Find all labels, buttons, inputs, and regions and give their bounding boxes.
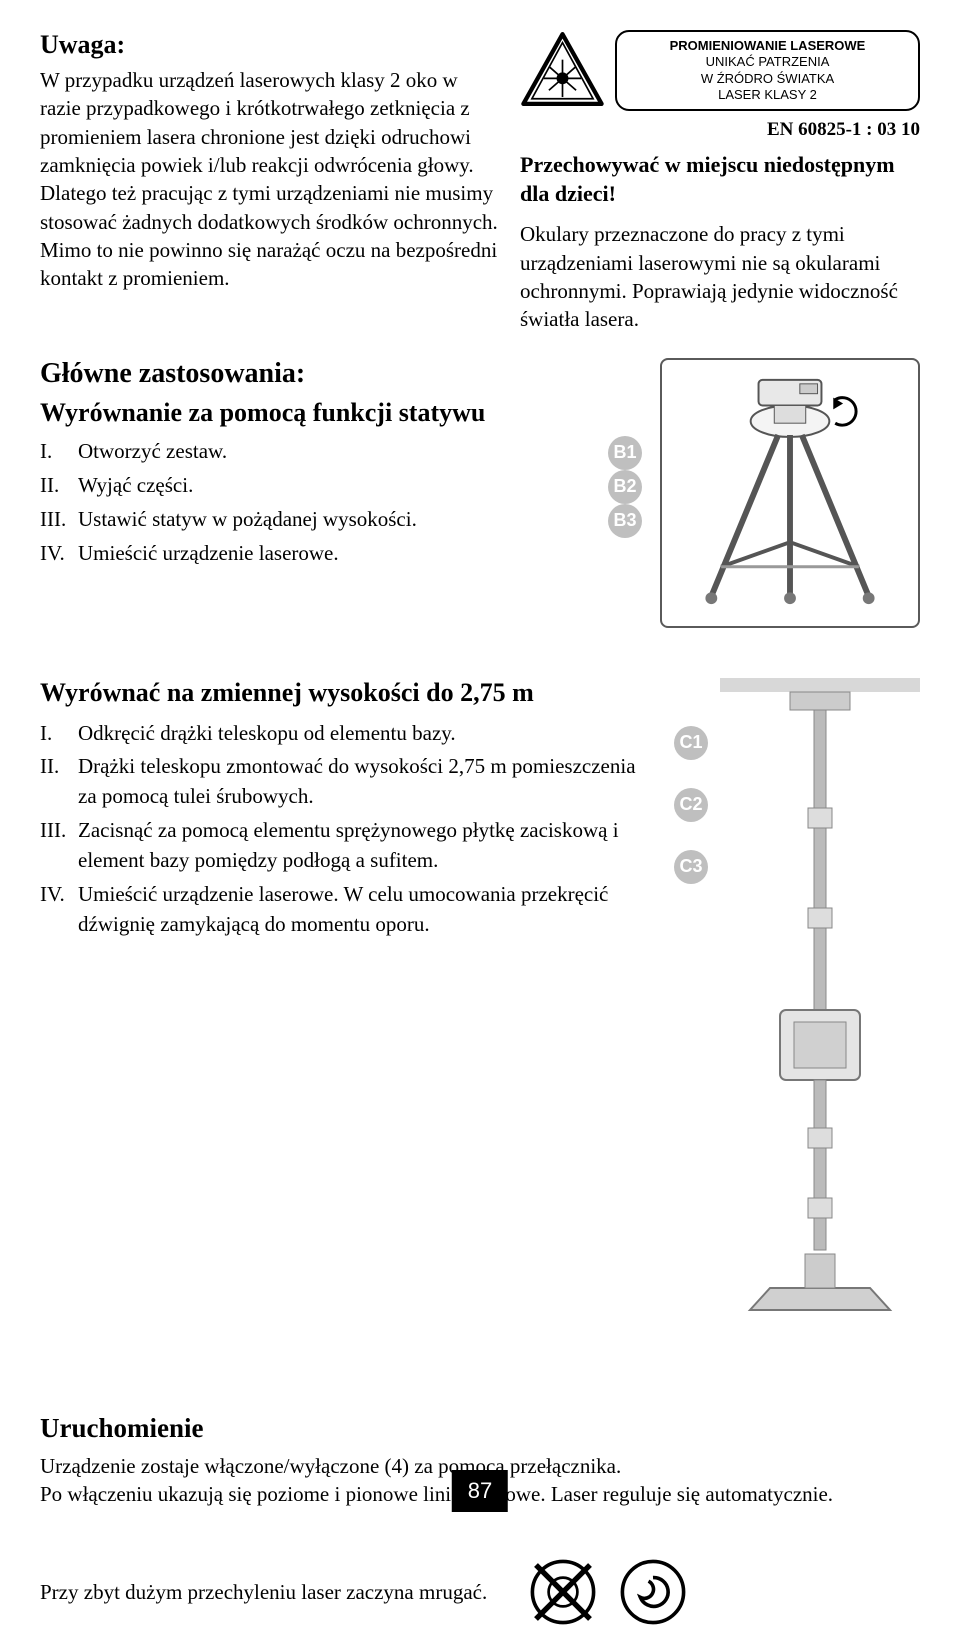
step-badge: C1 [674,726,708,760]
page-number: 87 [452,1470,508,1512]
laser-label-box: PROMIENIOWANIE LASEROWE UNIKAĆ PATRZENIA… [615,30,920,111]
step-badge: B1 [608,436,642,470]
roman-numeral: I. [40,718,78,748]
roman-numeral: II. [40,751,78,812]
var-list-row: II.Drążki teleskopu zmontować do wysokoś… [40,751,654,812]
roman-numeral: IV. [40,538,78,570]
label-line-2: UNIKAĆ PATRZENIA [627,54,908,70]
list-text: Odkręcić drążki teleskopu od elementu ba… [78,718,654,748]
roman-numeral: IV. [40,879,78,940]
startup-title: Uruchomienie [40,1413,920,1444]
label-line-1: PROMIENIOWANIE LASEROWE [627,38,908,54]
list-text: Umieścić urządzenie laserowe. W celu umo… [78,879,654,940]
crossed-circle-icon [527,1556,599,1628]
label-line-3: W ŹRÓDRO ŚWIATKA [627,71,908,87]
step-badge: B3 [608,504,642,538]
apps-list-row: IV.Umieścić urządzenie laserowe. [40,538,640,570]
roman-numeral: I. [40,436,78,468]
tripod-subtitle: Wyrównanie za pomocą funkcji statywu [40,398,640,428]
variable-height-title: Wyrównać na zmiennej wysokości do 2,75 m [40,678,654,708]
var-list-row: III.Zacisnąć za pomocą elementu sprężyno… [40,815,654,876]
spiral-circle-icon [617,1556,689,1628]
uwaga-paragraph: W przypadku urządzeń laserowych klasy 2 … [40,66,500,293]
var-list-row: IV.Umieścić urządzenie laserowe. W celu … [40,879,654,940]
roman-numeral: III. [40,504,78,536]
tilt-warning: Przy zbyt dużym przechyleniu laser zaczy… [40,1578,487,1607]
roman-numeral: II. [40,470,78,502]
list-text: Umieścić urządzenie laserowe. [78,538,600,570]
telescope-pole-figure [720,678,920,1323]
uwaga-title: Uwaga: [40,30,500,60]
roman-numeral: III. [40,815,78,876]
step-badge: B2 [608,470,642,504]
apps-list-row: I.Otworzyć zestaw.B1 [40,436,640,470]
apps-list-row: III.Ustawić statyw w pożądanej wysokości… [40,504,640,538]
tripod-figure [660,358,920,628]
en-standard-code: EN 60825-1 : 03 10 [520,119,920,141]
glasses-note: Okulary przeznaczone do pracy z tymi urz… [520,220,920,333]
list-text: Otworzyć zestaw. [78,436,600,468]
list-text: Wyjąć części. [78,470,600,502]
list-text: Drążki teleskopu zmontować do wysokości … [78,751,654,812]
list-text: Ustawić statyw w pożądanej wysokości. [78,504,600,536]
label-line-4: LASER KLASY 2 [627,87,908,103]
storage-warning: Przechowywać w miejscu niedostępnym dla … [520,151,920,208]
step-badge: C3 [674,850,708,884]
list-text: Zacisnąć za pomocą elementu sprężynowego… [78,815,654,876]
var-list-row: I.Odkręcić drążki teleskopu od elementu … [40,718,654,748]
applications-title: Główne zastosowania: [40,358,640,390]
step-badge: C2 [674,788,708,822]
laser-warning-icon [520,30,605,108]
apps-list-row: II.Wyjąć części.B2 [40,470,640,504]
